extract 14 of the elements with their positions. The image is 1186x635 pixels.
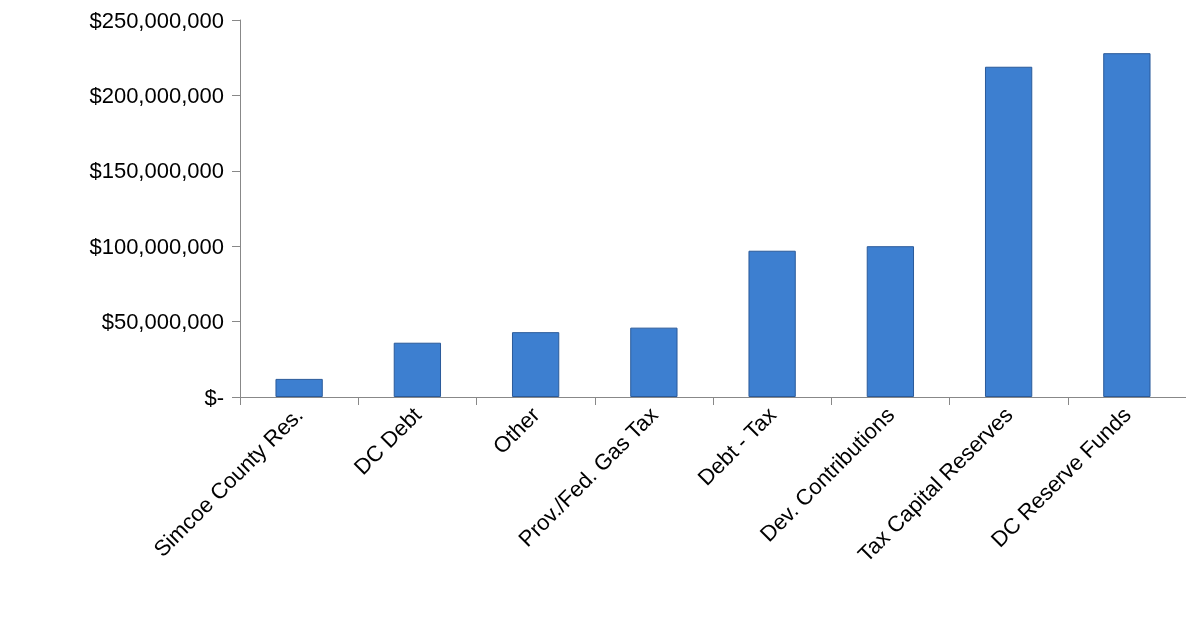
bar bbox=[984, 66, 1033, 397]
y-tick-label: $50,000,000 bbox=[101, 309, 224, 335]
bar bbox=[630, 327, 678, 397]
bar bbox=[866, 246, 915, 397]
y-tick-label: $100,000,000 bbox=[89, 233, 224, 259]
y-tick-label: $150,000,000 bbox=[89, 158, 224, 184]
bar bbox=[748, 250, 796, 397]
bar bbox=[393, 342, 442, 397]
y-tick-label: $250,000,000 bbox=[89, 7, 224, 33]
y-tick-label: $- bbox=[204, 384, 224, 410]
bar bbox=[275, 378, 323, 397]
bar bbox=[511, 332, 560, 397]
y-tick-label: $200,000,000 bbox=[89, 82, 224, 108]
bar bbox=[1103, 53, 1151, 397]
